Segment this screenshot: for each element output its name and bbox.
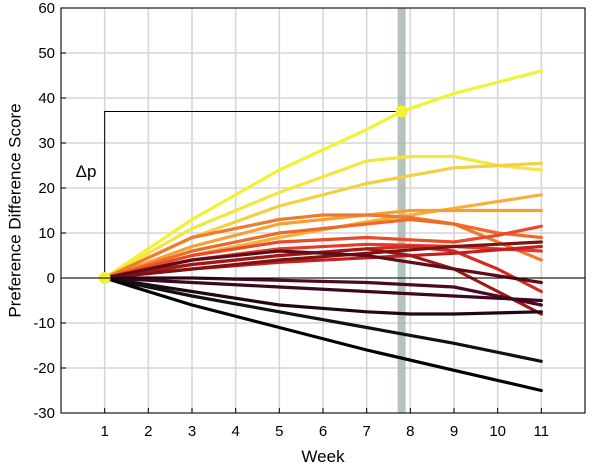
x-tick-label: 7 — [362, 423, 370, 440]
y-tick-label: 30 — [38, 135, 55, 152]
delta-bracket — [104, 111, 402, 278]
series-line-s16 — [103, 276, 543, 303]
y-axis-ticks: -30 -20 -10 0 10 20 30 40 50 60 — [33, 0, 66, 422]
y-tick-label: -30 — [33, 405, 55, 422]
x-tick-label: 2 — [144, 423, 152, 440]
y-axis-label: Preference Difference Score — [5, 103, 24, 317]
y-tick-label: 40 — [38, 90, 55, 107]
x-axis-label: Week — [301, 447, 345, 466]
series-line-s8 — [103, 224, 543, 280]
delta-annotation: Δp — [76, 105, 408, 284]
delta-label: Δp — [76, 162, 97, 181]
x-tick-label: 6 — [319, 423, 327, 440]
series-line-s2 — [103, 154, 543, 280]
series-line-s14 — [103, 249, 543, 285]
x-tick-label: 3 — [188, 423, 196, 440]
x-tick-label: 5 — [275, 423, 283, 440]
y-tick-label: 20 — [38, 180, 55, 197]
delta-end-marker — [395, 105, 408, 118]
y-tick-label: -10 — [33, 315, 55, 332]
series-line-s7 — [103, 217, 543, 280]
y-tick-label: 10 — [38, 225, 55, 242]
x-tick-label: 4 — [231, 423, 239, 440]
series-line-s19 — [103, 276, 543, 393]
y-tick-label: 0 — [47, 270, 55, 287]
x-tick-label: 10 — [489, 423, 506, 440]
y-tick-label: 50 — [38, 45, 55, 62]
y-tick-label: -20 — [33, 360, 55, 377]
series-line-s13 — [103, 240, 543, 280]
series-line-s17 — [103, 276, 543, 316]
x-tick-label: 11 — [534, 423, 550, 440]
series-layer — [103, 69, 543, 393]
y-tick-label: 60 — [38, 0, 55, 17]
series-line-s1 — [103, 69, 543, 280]
x-axis-ticks: 1 2 3 4 5 6 7 8 9 10 11 — [100, 408, 549, 440]
series-line-s18 — [103, 276, 543, 363]
x-tick-label: 9 — [450, 423, 458, 440]
x-tick-label: 1 — [100, 423, 108, 440]
x-tick-label: 8 — [406, 423, 414, 440]
